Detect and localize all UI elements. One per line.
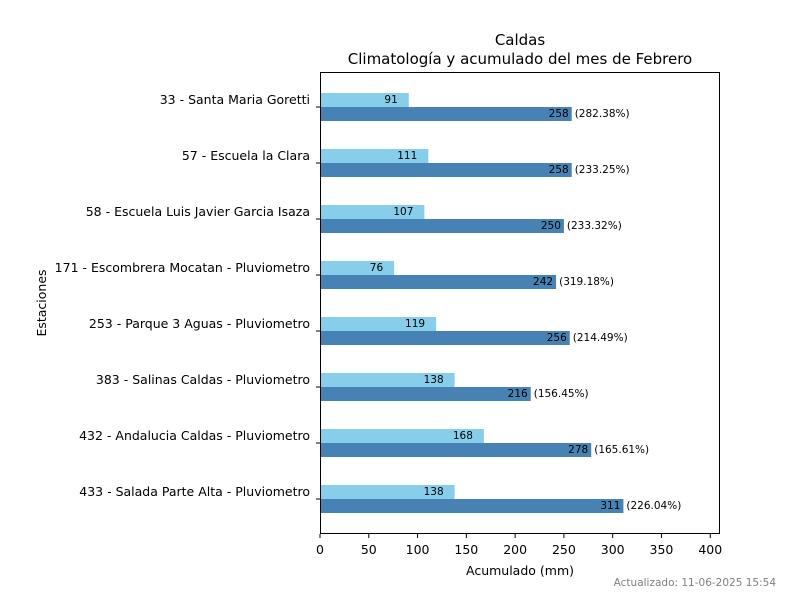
bar-acumulado-percent: (233.32%): [567, 220, 622, 232]
y-tick-label: 383 - Salinas Caldas - Pluviometro: [96, 372, 310, 387]
plot-frame: [320, 72, 720, 534]
x-tick-label: 150: [454, 542, 478, 557]
bar-climatologia: [320, 429, 484, 443]
bar-acumulado-percent: (214.49%): [573, 332, 628, 344]
x-tick-label: 400: [698, 542, 722, 557]
y-tick-label: 432 - Andalucia Caldas - Pluviometro: [79, 428, 310, 443]
y-axis-label: Estaciones: [34, 269, 49, 336]
bar-acumulado: [320, 499, 624, 513]
bar-acumulado-percent: (226.04%): [626, 500, 681, 512]
y-tick-label: 253 - Parque 3 Aguas - Pluviometro: [89, 316, 310, 331]
bar-acumulado: [320, 443, 592, 457]
bar-climatologia: [320, 485, 455, 499]
bar-acumulado-percent: (156.45%): [534, 388, 589, 400]
bars-group: 91 258 (282.38%) 111 258 (233.25%) 107 250 (233.…: [320, 93, 681, 513]
bar-climatologia-value: 76: [370, 262, 384, 274]
x-axis-label: Acumulado (mm): [466, 563, 574, 578]
y-tick-label: 58 - Escuela Luis Javier Garcia Isaza: [86, 204, 310, 219]
x-tick-label: 250: [552, 542, 576, 557]
bar-acumulado: [320, 163, 572, 177]
bar-climatologia: [320, 373, 455, 387]
bar-acumulado: [320, 219, 564, 233]
y-tick-labels: 33 - Santa Maria Goretti 57 - Escuela la …: [55, 92, 320, 500]
y-tick-label: 171 - Escombrera Mocatan - Pluviometro: [55, 260, 310, 275]
bar-acumulado-percent: (319.18%): [559, 276, 614, 288]
bar-acumulado-value: 250: [541, 220, 561, 232]
x-tick-label: 350: [650, 542, 674, 557]
bar-acumulado: [320, 275, 557, 289]
x-tick-label: 200: [503, 542, 527, 557]
updated-timestamp: Actualizado: 11-06-2025 15:54: [614, 577, 777, 589]
x-tick-label: 100: [406, 542, 430, 557]
bar-climatologia: [320, 317, 437, 331]
x-tick-label: 0: [316, 542, 324, 557]
bar-acumulado-value: 256: [547, 332, 567, 344]
bar-climatologia-value: 91: [384, 94, 397, 106]
y-tick-label: 33 - Santa Maria Goretti: [160, 92, 310, 107]
bar-climatologia-value: 107: [393, 206, 413, 218]
bar-acumulado: [320, 331, 570, 345]
bar-acumulado: [320, 107, 572, 121]
bar-acumulado-value: 311: [600, 500, 620, 512]
bar-acumulado-value: 216: [508, 388, 528, 400]
bar-acumulado-percent: (233.25%): [575, 164, 630, 176]
bar-climatologia: [320, 93, 409, 107]
bar-climatologia-value: 119: [405, 318, 425, 330]
x-tick-label: 300: [601, 542, 625, 557]
bar-climatologia-value: 168: [453, 430, 473, 442]
bar-acumulado-value: 258: [549, 164, 569, 176]
bar-climatologia-value: 111: [397, 150, 417, 162]
chart-subtitle: Climatología y acumulado del mes de Febr…: [348, 50, 692, 68]
bar-acumulado-percent: (282.38%): [575, 108, 630, 120]
chart-title: Caldas: [495, 31, 546, 49]
bar-climatologia: [320, 149, 429, 163]
bar-acumulado-value: 278: [568, 444, 588, 456]
bar-climatologia-value: 138: [424, 374, 444, 386]
bar-acumulado-value: 258: [549, 108, 569, 120]
x-tick-label: 50: [361, 542, 377, 557]
bar-acumulado-value: 242: [533, 276, 553, 288]
bar-climatologia: [320, 261, 395, 275]
bar-acumulado: [320, 387, 531, 401]
bar-climatologia: [320, 205, 425, 219]
y-tick-label: 433 - Salada Parte Alta - Pluviometro: [79, 484, 310, 499]
bar-acumulado-percent: (165.61%): [594, 444, 649, 456]
x-axis: 0 50 100 150 200 250 300 350 400: [316, 534, 722, 557]
bar-climatologia-value: 138: [424, 486, 444, 498]
y-tick-label: 57 - Escuela la Clara: [182, 148, 310, 163]
